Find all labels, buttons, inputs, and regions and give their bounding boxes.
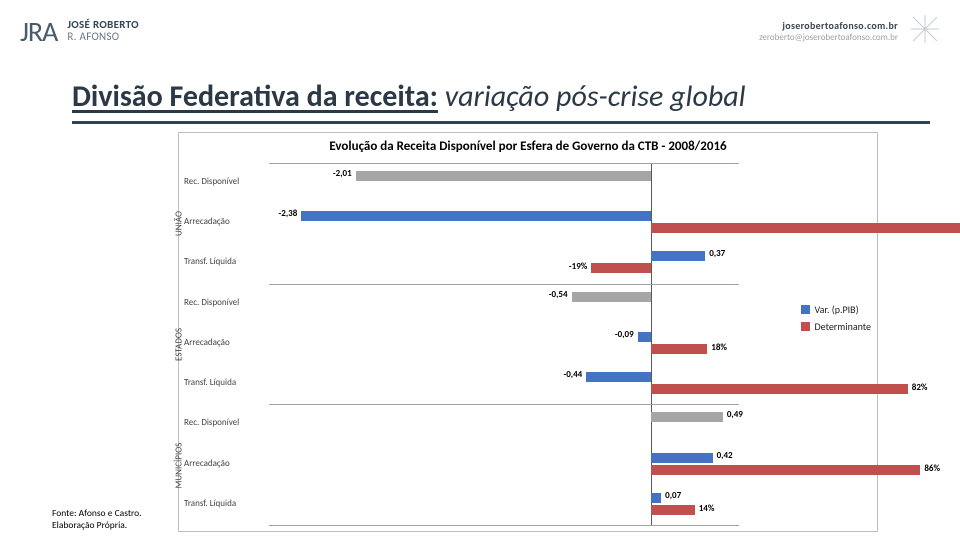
value-pib: 0,42 bbox=[717, 450, 733, 461]
category-label: Rec. Disponível bbox=[184, 177, 266, 186]
value-pib: -0,09 bbox=[615, 329, 634, 340]
value-pib: -0,44 bbox=[563, 369, 582, 380]
bar-grey bbox=[651, 412, 723, 422]
category-label: Rec. Disponível bbox=[184, 298, 266, 307]
category-label: Transf. Líquida bbox=[184, 378, 266, 387]
bar-det bbox=[651, 223, 960, 233]
bar-det bbox=[651, 384, 908, 394]
chart-row: Arrecadação-0,0918% bbox=[269, 324, 739, 364]
bar-pib bbox=[638, 332, 651, 342]
group-label: ESTADOS bbox=[174, 315, 185, 375]
group-label: MUNICÍPIOS bbox=[174, 435, 185, 495]
chart-plot: UNIÃOESTADOSMUNICÍPIOSRec. Disponível-2,… bbox=[269, 163, 739, 525]
chart-row: Arrecadação0,4286% bbox=[269, 445, 739, 485]
legend-item-pib: Var. (p.PIB) bbox=[801, 303, 871, 316]
header-right: joserobertoafonso.com.br zeroberto@joser… bbox=[759, 14, 940, 49]
title-italic: variação pós-crise global bbox=[438, 78, 746, 115]
chart-row: Arrecadação-2,38119% bbox=[269, 203, 739, 243]
value-det: -19% bbox=[569, 261, 587, 272]
value-det: 14% bbox=[699, 503, 715, 514]
value-pib: 0,49 bbox=[727, 409, 743, 420]
page: JRA JOSÉ ROBERTO R. AFONSO joserobertoaf… bbox=[0, 0, 960, 540]
category-label: Transf. Líquida bbox=[184, 257, 266, 266]
legend-item-det: Determinante bbox=[801, 320, 871, 333]
chart-row: Rec. Disponível0,49 bbox=[269, 404, 739, 444]
category-label: Arrecadação bbox=[184, 338, 266, 347]
logo-mark: JRA bbox=[20, 14, 57, 49]
site-url: joserobertoafonso.com.br bbox=[759, 19, 898, 32]
value-pib: -2,38 bbox=[279, 208, 298, 219]
legend-label-pib: Var. (p.PIB) bbox=[815, 303, 859, 316]
value-pib: -0,54 bbox=[549, 289, 568, 300]
bar-det bbox=[651, 465, 920, 475]
chart-row: Transf. Líquida0,0714% bbox=[269, 485, 739, 525]
chart-frame: Evolução da Receita Disponível por Esfer… bbox=[178, 132, 878, 532]
header: JRA JOSÉ ROBERTO R. AFONSO joserobertoaf… bbox=[20, 10, 940, 52]
bar-det bbox=[591, 263, 651, 273]
group-label: UNIÃO bbox=[174, 194, 185, 254]
header-left: JRA JOSÉ ROBERTO R. AFONSO bbox=[20, 14, 139, 49]
category-label: Arrecadação bbox=[184, 459, 266, 468]
title-bold: Divisão Federativa da receita: bbox=[72, 78, 438, 115]
chart-title: Evolução da Receita Disponível por Esfer… bbox=[179, 133, 877, 156]
chart-row: Rec. Disponível-2,01 bbox=[269, 163, 739, 203]
category-label: Rec. Disponível bbox=[184, 418, 266, 427]
bar-pib bbox=[651, 251, 705, 261]
bar-grey bbox=[356, 171, 651, 181]
slide-title: Divisão Federativa da receita: variação … bbox=[72, 78, 930, 124]
logo-name: JOSÉ ROBERTO R. AFONSO bbox=[67, 19, 138, 42]
bar-pib bbox=[586, 372, 651, 382]
value-det: 18% bbox=[711, 342, 727, 353]
value-pib: -2,01 bbox=[333, 168, 352, 179]
value-pib: 0,07 bbox=[665, 490, 681, 501]
swatch-pib bbox=[801, 305, 810, 314]
bar-grey bbox=[572, 292, 651, 302]
category-label: Arrecadação bbox=[184, 217, 266, 226]
source-note: Fonte: Afonso e Castro. Elaboração Própr… bbox=[52, 508, 142, 532]
swatch-det bbox=[801, 322, 810, 331]
bar-pib bbox=[301, 211, 651, 221]
plot-border bbox=[269, 525, 739, 526]
bar-pib bbox=[651, 453, 713, 463]
chart-row: Rec. Disponível-0,54 bbox=[269, 284, 739, 324]
chart-row: Transf. Líquida-0,4482% bbox=[269, 364, 739, 404]
source-line2: Elaboração Própria. bbox=[52, 520, 142, 532]
chart-row: Transf. Líquida0,37-19% bbox=[269, 243, 739, 283]
value-det: 86% bbox=[924, 463, 940, 474]
bar-det bbox=[651, 505, 695, 515]
category-label: Transf. Líquida bbox=[184, 499, 266, 508]
legend: Var. (p.PIB) Determinante bbox=[801, 303, 871, 337]
x-icon bbox=[910, 14, 940, 49]
value-det: 82% bbox=[912, 382, 928, 393]
bar-det bbox=[651, 344, 707, 354]
author-line2: R. AFONSO bbox=[67, 31, 138, 43]
email: zeroberto@joserobertoafonso.com.br bbox=[759, 32, 898, 43]
bar-pib bbox=[651, 493, 661, 503]
value-pib: 0,37 bbox=[709, 248, 725, 259]
legend-label-det: Determinante bbox=[815, 320, 871, 333]
